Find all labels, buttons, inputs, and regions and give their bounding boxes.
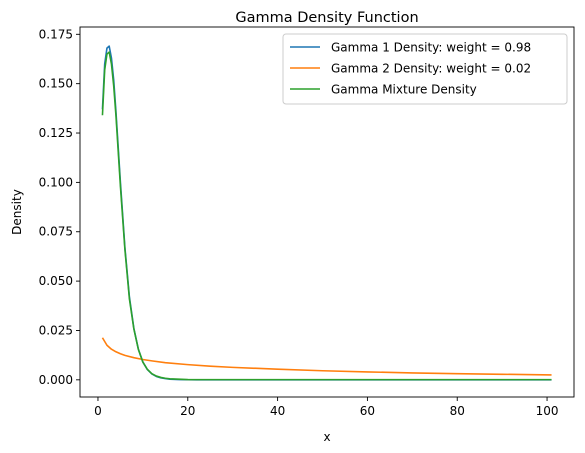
- legend: Gamma 1 Density: weight = 0.98 Gamma 2 De…: [282, 33, 568, 105]
- y-tick-label: 0.050: [39, 274, 73, 288]
- series-line-3: [101, 51, 552, 381]
- x-tick-label: 40: [270, 404, 285, 418]
- chart-title: Gamma Density Function: [235, 10, 418, 26]
- legend-box: [282, 33, 568, 105]
- x-tick-label: 60: [360, 404, 375, 418]
- x-tick-label: 20: [180, 404, 195, 418]
- legend-label-3: Gamma Mixture Density: [331, 83, 477, 97]
- plot-lines: [101, 45, 552, 381]
- y-axis-label: Density: [10, 189, 24, 235]
- x-axis-ticks: 0 20 40 60 80 100: [94, 397, 559, 418]
- y-tick-label: 0.075: [39, 225, 73, 239]
- x-axis-label: x: [323, 430, 330, 444]
- series-line-2: [101, 337, 552, 376]
- legend-label-2: Gamma 2 Density: weight = 0.02: [331, 62, 531, 76]
- plot-frame: [79, 26, 575, 398]
- y-tick-label: 0.175: [39, 27, 73, 41]
- y-tick-label: 0.025: [39, 323, 73, 337]
- y-tick-label: 0.125: [39, 126, 73, 140]
- x-tick-label: 80: [450, 404, 465, 418]
- x-tick-label: 100: [536, 404, 559, 418]
- y-tick-label: 0.000: [39, 373, 73, 387]
- x-tick-label: 0: [94, 404, 102, 418]
- legend-label-1: Gamma 1 Density: weight = 0.98: [331, 41, 531, 55]
- y-axis-ticks: 0.000 0.025 0.050 0.075 0.100 0.125 0.150 0.175: [39, 27, 80, 387]
- y-tick-label: 0.100: [39, 175, 73, 189]
- y-tick-label: 0.150: [39, 77, 73, 91]
